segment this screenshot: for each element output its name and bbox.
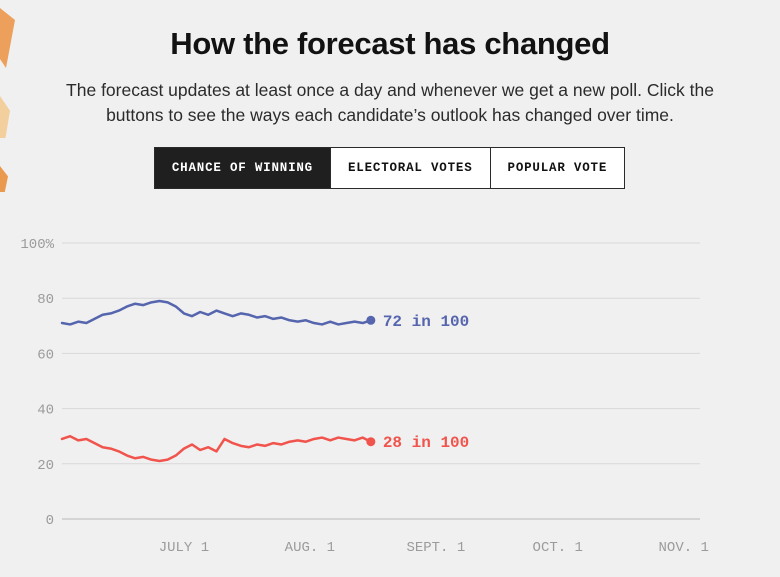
x-axis-tick-label: OCT. 1 [533, 540, 583, 556]
tab-popular-vote[interactable]: POPULAR VOTE [489, 147, 626, 189]
tab-electoral-votes[interactable]: ELECTORAL VOTES [329, 147, 491, 189]
series-end-label-underdog: 28 in 100 [383, 434, 469, 452]
y-axis-tick-label: 100% [20, 237, 54, 253]
y-axis-tick-label: 60 [37, 347, 54, 363]
tab-chance-of-winning[interactable]: CHANCE OF WINNING [153, 147, 331, 189]
page-subtitle: The forecast updates at least once a day… [66, 80, 714, 125]
y-axis-tick-label: 20 [37, 458, 54, 474]
forecast-chart-svg: 100% 80 60 40 20 0 JULY 1 AUG. 1 SEPT. 1 OCT. 1 NO… [20, 237, 709, 556]
series-line-favorite [60, 299, 373, 326]
series-line-underdog [60, 434, 373, 463]
series-end-label-favorite: 72 in 100 [383, 313, 469, 331]
metric-tabs: CHANCE OF WINNING ELECTORAL VOTES POPULA… [0, 147, 780, 189]
x-axis-tick-label: JULY 1 [159, 540, 209, 556]
left-edge-decoration-3 [0, 166, 8, 192]
left-edge-decoration-2 [0, 96, 10, 138]
y-axis-tick-label: 40 [37, 403, 54, 419]
y-axis-tick-label: 0 [46, 513, 54, 529]
y-axis-tick-label: 80 [37, 292, 54, 308]
page-title: How the forecast has changed [170, 26, 610, 61]
series-end-dot-favorite [366, 315, 376, 325]
x-axis-tick-label: AUG. 1 [285, 540, 335, 556]
series-end-dot-underdog [366, 437, 376, 447]
x-axis-tick-label: NOV. 1 [659, 540, 709, 556]
x-axis-tick-label: SEPT. 1 [406, 540, 465, 556]
